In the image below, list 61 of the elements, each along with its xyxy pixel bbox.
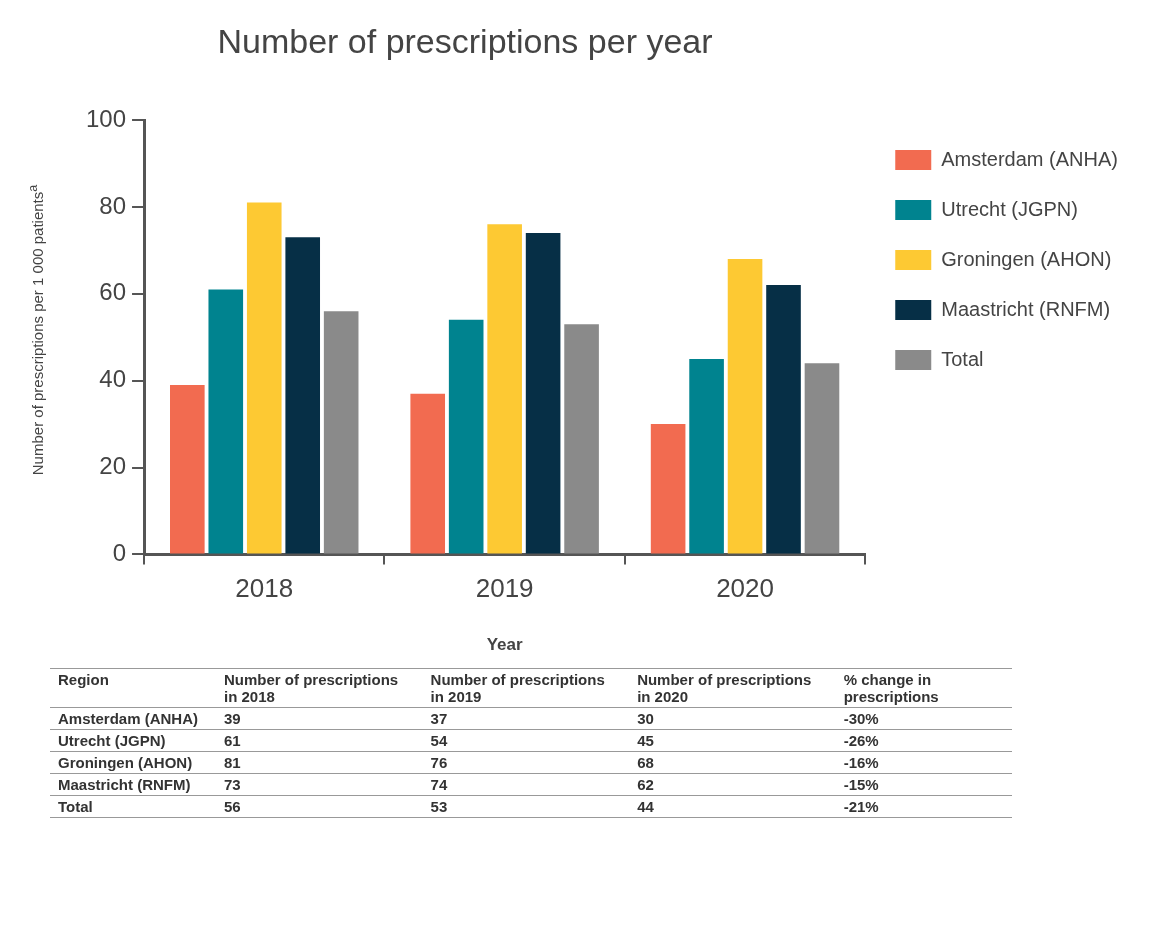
y-tick-label: 60 — [99, 278, 127, 306]
text: -16% — [835, 751, 1012, 774]
data-label: 45 — [629, 729, 836, 752]
text: -15% — [835, 773, 1012, 796]
data-label: 56 — [216, 795, 423, 818]
bar — [285, 237, 321, 554]
y-tick-label: 0 — [112, 539, 127, 567]
bar — [564, 324, 599, 554]
y-tick-label: 100 — [86, 104, 127, 132]
y-tick-label: 40 — [99, 365, 127, 393]
bar — [804, 363, 840, 554]
x-tick-label: 2018 — [235, 573, 294, 604]
legend-label: Groningen (AHON) — [941, 247, 1112, 270]
bar — [208, 289, 244, 554]
bar — [323, 311, 359, 554]
bar — [650, 424, 686, 554]
y-tick-label: 80 — [99, 191, 127, 219]
data-label: 44 — [629, 795, 836, 818]
text: Amsterdam (ANHA) — [58, 710, 199, 727]
bar — [689, 358, 724, 554]
data-label: 54 — [422, 729, 630, 752]
text: Number of prescriptions in 2018 — [216, 668, 423, 708]
data-label: 39 — [216, 707, 423, 730]
data-label: 76 — [422, 751, 630, 774]
text: Number of prescriptions in 2020 — [629, 668, 836, 708]
text: -26% — [835, 729, 1012, 752]
data-label: 61 — [216, 729, 423, 752]
bar — [727, 259, 763, 554]
text: Total — [58, 798, 93, 815]
text: Groningen (AHON) — [58, 754, 193, 771]
data-label: 81 — [216, 751, 423, 774]
bar — [246, 202, 282, 554]
text: Number of prescriptions in 2019 — [422, 668, 630, 708]
text: Maastricht (RNFM) — [58, 776, 191, 793]
bar — [448, 319, 484, 554]
x-tick-label: 2019 — [475, 573, 534, 604]
text: % change in prescriptions — [835, 668, 1012, 708]
legend-label: Utrecht (JGPN) — [941, 197, 1078, 220]
bar — [170, 384, 205, 554]
legend-label: Total — [941, 347, 984, 370]
data-label: 74 — [422, 773, 630, 796]
data-label: 30 — [629, 707, 836, 730]
text: Utrecht (JGPN) — [58, 732, 166, 749]
data-label: 53 — [422, 795, 630, 818]
text: Region — [50, 668, 216, 708]
x-tick-label: 2020 — [716, 573, 774, 604]
y-tick-label: 20 — [99, 452, 127, 480]
legend-label: Maastricht (RNFM) — [941, 297, 1111, 320]
bar — [410, 393, 446, 554]
text: -30% — [835, 707, 1012, 730]
bar — [487, 224, 522, 554]
data-label: 68 — [629, 751, 836, 774]
text: -21% — [835, 795, 1012, 818]
bar — [766, 285, 801, 554]
bar — [525, 232, 561, 554]
x-axis-title: Year — [486, 635, 523, 655]
legend-label: Amsterdam (ANHA) — [941, 147, 1118, 170]
data-label: 37 — [422, 707, 630, 730]
chart-title: Number of prescriptions per year — [216, 22, 714, 61]
data-label: 73 — [216, 773, 423, 796]
data-label: 62 — [629, 773, 836, 796]
